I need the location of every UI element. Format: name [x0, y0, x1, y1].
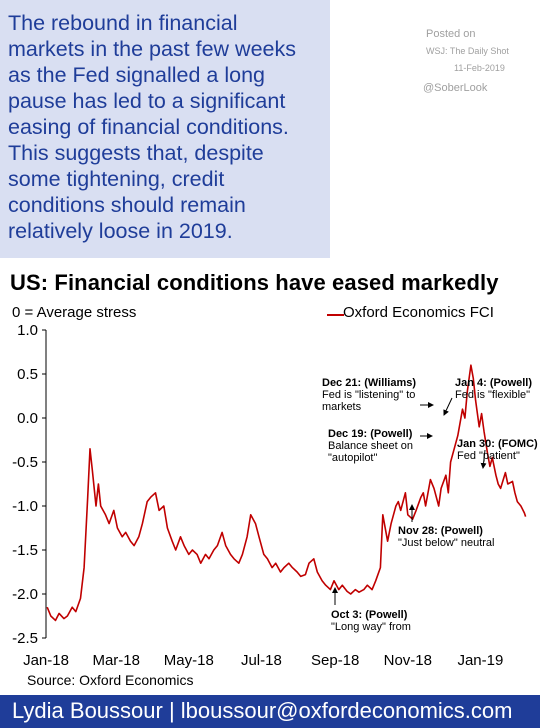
x-tick-label: Mar-18 [92, 652, 140, 669]
summary-callout: The rebound in financial markets in the … [0, 0, 330, 258]
y-tick-label: -1.0 [12, 498, 38, 515]
callout-line: The rebound in financial [8, 11, 238, 35]
y-axis: 1.0 0.5 0.0 -0.5 -1.0 -1.5 -2.0 -2.5 [12, 322, 47, 647]
author-text: Lydia Boussour | lboussour@oxfordeconomi… [12, 698, 513, 723]
y-tick-label: -2.0 [12, 586, 38, 603]
y-tick-label: -2.5 [12, 630, 38, 647]
annotation-text: "Just below" neutral [398, 537, 494, 549]
annotation-arrow [443, 397, 453, 416]
callout-line: pause has led to a significant [8, 89, 286, 113]
annotation-arrow [480, 449, 487, 469]
y-tick-label: 0.5 [17, 366, 38, 383]
annotation-text: "autopilot" [328, 452, 377, 464]
x-tick-label: May-18 [164, 652, 214, 669]
annotation-title: Dec 21: (Williams) [322, 377, 416, 389]
y-tick-label: -0.5 [12, 454, 38, 471]
annotation-title: Nov 28: (Powell) [398, 525, 483, 537]
callout-line: as the Fed signalled a long [8, 63, 265, 87]
x-tick-label: Jan-19 [457, 652, 503, 669]
annotation-text: Fed is "flexible" [455, 389, 530, 401]
annotation-text: Fed is "listening" to [322, 389, 415, 401]
callout-line: markets in the past few weeks [8, 37, 296, 61]
legend-swatch [327, 314, 344, 316]
fci-series-line [46, 364, 527, 622]
chart-title: US: Financial conditions have eased mark… [10, 270, 499, 295]
y-tick-label: -1.5 [12, 542, 38, 559]
annotation-text: "Long way" from [331, 621, 411, 633]
annotation: Jan 30: (FOMC)Fed "patient" [457, 438, 538, 469]
chart-subtitle: 0 = Average stress [12, 304, 137, 321]
series-layer [46, 364, 527, 622]
posted-label: Posted on [426, 28, 476, 40]
legend-label: Oxford Economics FCI [343, 304, 494, 321]
x-axis: Jan-18 Mar-18 May-18 Jul-18 Sep-18 Nov-18 Jan-… [23, 652, 503, 669]
annotation: Oct 3: (Powell)"Long way" from [331, 587, 411, 633]
annotation: Nov 28: (Powell)"Just below" neutral [398, 504, 494, 549]
annotation-title: Oct 3: (Powell) [331, 609, 408, 621]
callout-text: The rebound in financial markets in the … [8, 10, 326, 244]
annotation: Dec 19: (Powell)Balance sheet on"autopil… [328, 428, 433, 464]
callout-line: some tightening, credit [8, 167, 225, 191]
annotation-title: Dec 19: (Powell) [328, 428, 413, 440]
annotation: Dec 21: (Williams)Fed is "listening" tom… [322, 377, 434, 413]
annotation-title: Jan 4: (Powell) [455, 377, 532, 389]
annotation: Jan 4: (Powell)Fed is "flexible" [443, 377, 532, 416]
callout-line: This suggests that, despite [8, 141, 264, 165]
y-tick-label: 0.0 [17, 410, 38, 427]
x-tick-label: Jul-18 [241, 652, 282, 669]
annotation-text: Balance sheet on [328, 440, 413, 452]
outlet-label: WSJ: The Daily Shot [426, 46, 509, 56]
annotations-layer: Dec 21: (Williams)Fed is "listening" tom… [322, 377, 538, 633]
annotation-text: Fed "patient" [457, 450, 520, 462]
callout-line: conditions should remain [8, 193, 246, 217]
y-tick-label: 1.0 [17, 322, 38, 339]
x-tick-label: Sep-18 [311, 652, 359, 669]
annotation-title: Jan 30: (FOMC) [457, 438, 538, 450]
source-note: Source: Oxford Economics [27, 672, 194, 688]
handle-label: @SoberLook [423, 82, 488, 94]
callout-line: easing of financial conditions. [8, 115, 289, 139]
posted-date: 11-Feb-2019 [454, 63, 505, 73]
callout-line: relatively loose in 2019. [8, 219, 233, 243]
annotation-text: markets [322, 401, 362, 413]
x-tick-label: Nov-18 [384, 652, 432, 669]
author-bar: Lydia Boussour | lboussour@oxfordeconomi… [0, 695, 540, 728]
x-tick-label: Jan-18 [23, 652, 69, 669]
